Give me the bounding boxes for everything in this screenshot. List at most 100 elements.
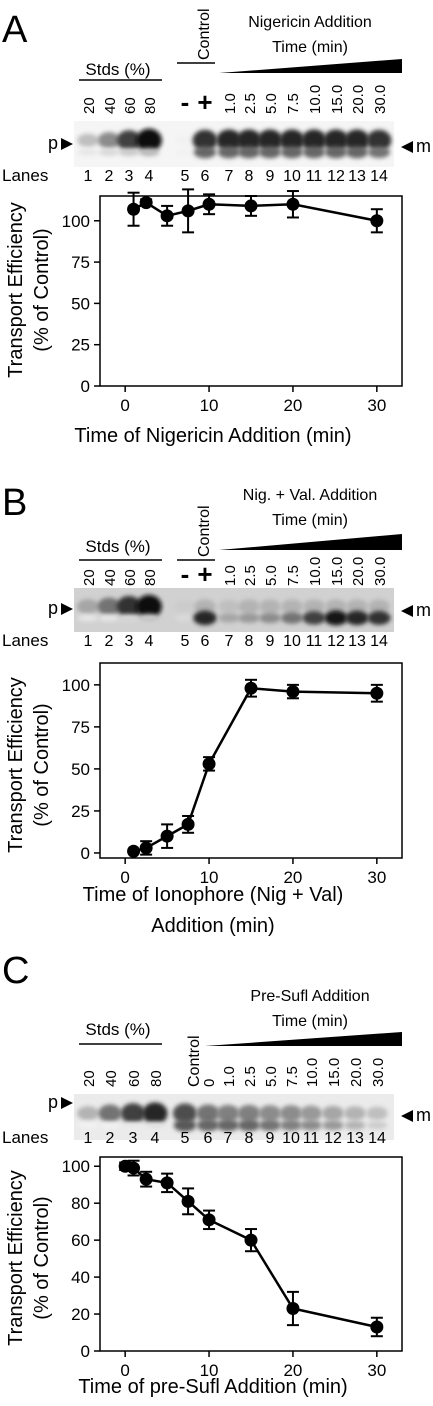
blot-band-precursor [366, 1106, 388, 1121]
std-tick-label: 80 [142, 97, 159, 114]
blot-band-mature [98, 614, 120, 622]
blot-band-precursor [257, 129, 283, 152]
mature-label: m [416, 1105, 431, 1125]
blot-band-mature [138, 613, 160, 622]
time-tick-label: 2.5 [242, 565, 259, 586]
blot-band-precursor [116, 595, 142, 618]
blot-band-precursor [174, 134, 196, 146]
blot-band-precursor [192, 129, 218, 151]
blot-band-precursor [136, 128, 162, 152]
y-tick-label: 0 [81, 377, 90, 396]
blot-band-precursor [238, 599, 260, 614]
blot-band-mature [173, 1119, 197, 1132]
time-tick-label: 15.0 [329, 85, 346, 114]
lane-number: 1 [84, 1130, 93, 1147]
lane-number: 9 [266, 1130, 275, 1147]
data-point [160, 1176, 174, 1190]
blot-band-precursor [344, 129, 370, 152]
lane-number: 12 [327, 633, 345, 650]
lane-number: 13 [346, 1130, 364, 1147]
lane-number: 2 [106, 1130, 115, 1147]
blot-band-precursor [120, 1103, 146, 1124]
lane-number: 4 [145, 633, 154, 650]
blot-band-precursor [142, 1102, 168, 1125]
y-axis-label-line2: (% of Control) [31, 228, 53, 351]
y-axis-label-line2: (% of Control) [31, 1196, 53, 1319]
time-header-subtitle: Time (min) [272, 39, 348, 56]
data-point [202, 1213, 216, 1227]
blot-band-mature [77, 1122, 99, 1129]
blot-band-mature [280, 1119, 302, 1131]
blot-band-mature [193, 146, 217, 159]
lane-number: 14 [370, 168, 388, 185]
lane-number: 11 [303, 1130, 320, 1147]
lane-number: 12 [324, 1130, 342, 1147]
blot-band-mature [238, 612, 260, 623]
y-tick-label: 50 [71, 294, 90, 313]
blot-band-precursor [323, 129, 349, 152]
data-point [202, 197, 216, 211]
lane-number: 8 [245, 168, 254, 185]
data-point [160, 829, 174, 843]
time-tick-label: 7.5 [285, 565, 302, 586]
blot-band-mature [217, 146, 241, 159]
y-tick-label: 100 [62, 212, 90, 231]
lane-number: 7 [225, 168, 234, 185]
time-tick-label: 2.5 [242, 93, 259, 114]
y-tick-label: 100 [62, 676, 90, 695]
y-tick-label: 100 [62, 1157, 90, 1176]
y-axis-label-line1: Transport Efficiency [5, 1170, 27, 1346]
blot-band-precursor [281, 599, 303, 614]
lane-number: 10 [283, 168, 301, 185]
data-point [181, 204, 195, 218]
time-gradient-wedge [219, 59, 402, 73]
blot-band-mature [258, 1119, 282, 1132]
data-point [139, 196, 153, 210]
blot-band-precursor [136, 594, 162, 619]
data-point [286, 197, 300, 211]
x-tick-label: 20 [283, 868, 302, 887]
lane-number: 5 [181, 1130, 190, 1147]
lane-number: 6 [201, 168, 210, 185]
time-tick-label: 0 [201, 1079, 218, 1087]
chart-c: 0 20 40 60 80 100 0 10 20 30 Time of pre-Sufl Addi… [5, 1156, 403, 1398]
lane-number: 3 [129, 1130, 138, 1147]
precursor-arrow-icon [61, 603, 73, 615]
blot-band-mature [367, 610, 391, 625]
y-axis-label-line1: Transport Efficiency [5, 677, 27, 853]
y-tick-label: 40 [71, 1268, 90, 1287]
data-point [139, 841, 153, 855]
lane-number: 11 [306, 168, 323, 185]
lane-number: 5 [181, 168, 190, 185]
std-tick-label: 60 [126, 1070, 143, 1087]
lane-number: 3 [125, 168, 134, 185]
time-tick-label: 5.0 [263, 93, 280, 114]
blot-band-precursor [236, 129, 262, 152]
mature-arrow-icon [401, 1110, 413, 1122]
stds-label: Stds (%) [85, 1020, 150, 1039]
time-tick-label: 5.0 [263, 565, 280, 586]
mature-arrow-icon [401, 605, 413, 617]
time-header-subtitle: Time (min) [272, 1013, 348, 1030]
time-tick-label: 5.0 [263, 1066, 280, 1087]
time-tick-label: 20.0 [350, 557, 367, 586]
lane-number: 13 [348, 168, 366, 185]
stds-label: Stds (%) [85, 537, 150, 556]
time-tick-label: 30.0 [372, 85, 389, 114]
data-point [160, 209, 174, 223]
data-point [127, 202, 141, 216]
panel-letter: A [2, 9, 28, 51]
blot-band-precursor [172, 1103, 198, 1124]
blot-band-mature [345, 610, 369, 626]
lane-number: 2 [105, 633, 114, 650]
control-label: Control [186, 1035, 203, 1087]
lane-number: 14 [370, 633, 388, 650]
blot-band-mature [324, 146, 348, 159]
y-axis-label-line1: Transport Efficiency [5, 202, 27, 378]
blot-band-precursor [301, 129, 327, 152]
x-tick-label: 30 [367, 868, 386, 887]
lane-number: 11 [306, 633, 323, 650]
lane-number: 3 [125, 633, 134, 650]
blot-band-mature [122, 1121, 144, 1129]
